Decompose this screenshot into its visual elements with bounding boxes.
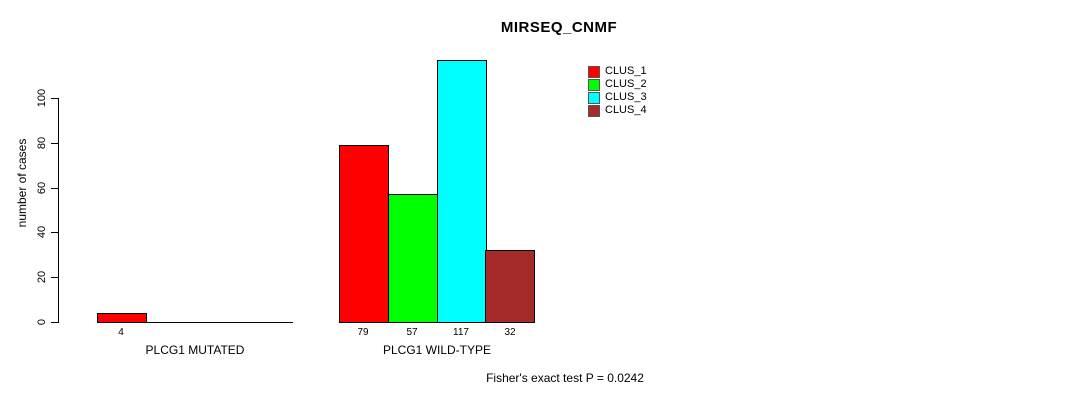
zero-bar-line (243, 322, 293, 323)
legend-swatch-clus_2 (588, 79, 600, 91)
annotation-text: Fisher's exact test P = 0.0242 (486, 371, 644, 385)
y-tick-mark (51, 232, 58, 233)
legend-label: CLUS_3 (605, 91, 647, 103)
bar-clus_1-2 (339, 145, 389, 323)
bar-value-label: 4 (118, 327, 124, 338)
legend-swatch-clus_3 (588, 92, 600, 104)
y-axis-line (58, 98, 59, 323)
zero-bar-line (146, 322, 196, 323)
chart-title: MIRSEQ_CNMF (500, 19, 618, 36)
zero-bar-line (195, 322, 245, 323)
bar-clus_1-1 (97, 313, 147, 323)
bar-value-label: 117 (453, 327, 469, 338)
y-tick-mark (51, 188, 58, 189)
y-tick-label: 0 (36, 318, 48, 326)
legend-label: CLUS_2 (605, 78, 647, 90)
x-category-label: PLCG1 WILD-TYPE (382, 343, 492, 357)
y-axis-title: number of cases (15, 138, 29, 228)
bar-clus_2-2 (388, 194, 438, 323)
bar-clus_4-2 (485, 250, 535, 323)
bar-value-label: 32 (504, 327, 516, 338)
y-tick-label: 60 (36, 181, 48, 195)
legend-swatch-clus_4 (588, 105, 600, 117)
y-tick-label: 40 (36, 225, 48, 239)
legend-label: CLUS_4 (605, 104, 647, 116)
y-tick-mark (51, 143, 58, 144)
bar-value-label: 57 (406, 327, 418, 338)
legend-swatch-clus_1 (588, 66, 600, 78)
legend-label: CLUS_1 (605, 65, 647, 77)
y-tick-mark (51, 98, 58, 99)
y-tick-mark (51, 322, 58, 323)
bar-clus_3-2 (437, 60, 487, 323)
bar-value-label: 79 (357, 327, 369, 338)
x-category-label: PLCG1 MUTATED (145, 343, 245, 357)
y-tick-label: 20 (36, 270, 48, 284)
y-tick-label: 100 (36, 88, 48, 108)
y-tick-mark (51, 277, 58, 278)
y-tick-label: 80 (36, 136, 48, 150)
